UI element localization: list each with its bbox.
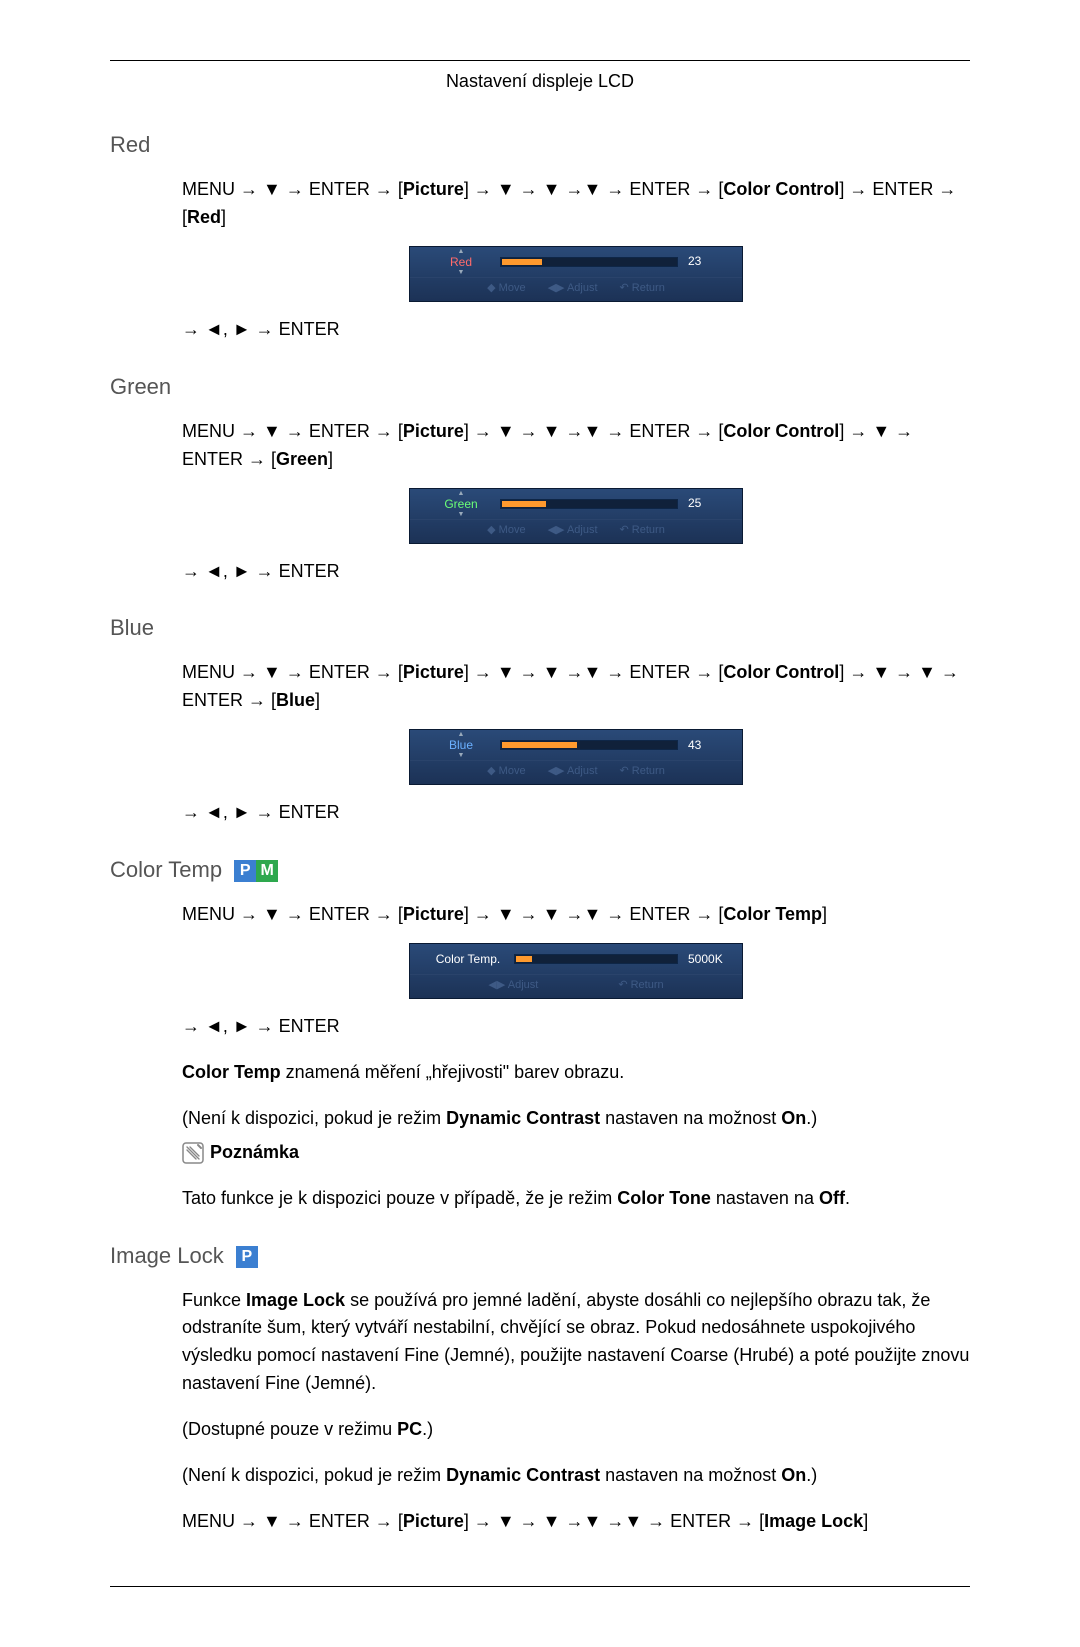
osd-fill: [502, 501, 546, 507]
osd-hints: ◆ Move ◀▶ Adjust ↶ Return: [410, 277, 742, 301]
section-title-green: Green: [110, 374, 970, 400]
rule-top: [110, 60, 970, 61]
osd-value: 23: [688, 252, 730, 271]
osd-panel: ▲ Green ▼ 25 ◆ Move ◀▶ Adjust ↶ Return: [409, 488, 743, 544]
hint-adjust: ◀▶ Adjust: [548, 522, 598, 539]
osd-value: 25: [688, 494, 730, 513]
section-body-red: MENU → ▼ → ENTER → [Picture] → ▼ → ▼ →▼ …: [182, 176, 970, 344]
nav-final: → ◄, ► → ENTER: [182, 799, 970, 827]
osd-hints: ◀▶ Adjust ↶ Return: [410, 974, 742, 998]
badge-p-icon: P: [236, 1246, 258, 1268]
tri-up-icon: ▲: [458, 490, 465, 497]
note-label: Poznámka: [210, 1139, 299, 1167]
nav-path: MENU → ▼ → ENTER → [Picture] → ▼ → ▼ →▼ …: [182, 418, 970, 474]
osd-label-col: Color Temp.: [422, 952, 514, 966]
note-dyncontrast: (Není k dispozici, pokud je režim Dynami…: [182, 1462, 970, 1490]
hint-return: ↶ Return: [620, 763, 665, 780]
hint-adjust: ◀▶ Adjust: [548, 280, 598, 297]
note-dyncontrast: (Není k dispozici, pokud je režim Dynami…: [182, 1105, 970, 1133]
tri-down-icon: ▼: [458, 511, 465, 518]
tri-down-icon: ▼: [458, 752, 465, 759]
note-pc: (Dostupné pouze v režimu PC.): [182, 1416, 970, 1444]
page: Nastavení displeje LCD Red MENU → ▼ → EN…: [0, 0, 1080, 1647]
osd-row: ▲ Red ▼ 23: [410, 247, 742, 277]
osd-value: 43: [688, 736, 730, 755]
osd-row: ▲ Blue ▼ 43: [410, 730, 742, 760]
osd-row: Color Temp. 5000K: [410, 944, 742, 974]
section-title-text: Color Temp: [110, 857, 222, 882]
hint-adjust: ◀▶ Adjust: [548, 763, 598, 780]
section-body-colortemp: MENU → ▼ → ENTER → [Picture] → ▼ → ▼ →▼ …: [182, 901, 970, 1212]
tri-up-icon: ▲: [458, 731, 465, 738]
osd-row: ▲ Green ▼ 25: [410, 489, 742, 519]
osd-hints: ◆ Move ◀▶ Adjust ↶ Return: [410, 519, 742, 543]
osd-blue: ▲ Blue ▼ 43 ◆ Move ◀▶ Adjust ↶ Return: [182, 729, 970, 785]
section-title-colortemp: Color Temp PM: [110, 857, 970, 883]
osd-green: ▲ Green ▼ 25 ◆ Move ◀▶ Adjust ↶ Return: [182, 488, 970, 544]
nav-final: → ◄, ► → ENTER: [182, 316, 970, 344]
osd-label-col: ▲ Red ▼: [422, 248, 500, 276]
osd-panel: Color Temp. 5000K ◀▶ Adjust ↶ Return: [409, 943, 743, 999]
hint-move: ◆ Move: [487, 280, 525, 297]
osd-label-col: ▲ Green ▼: [422, 490, 500, 518]
nav-path: MENU → ▼ → ENTER → [Picture] → ▼ → ▼ →▼ …: [182, 176, 970, 232]
osd-label: Color Temp.: [436, 952, 500, 966]
osd-label: Blue: [449, 738, 473, 752]
hint-return: ↶ Return: [620, 280, 665, 297]
section-title-red: Red: [110, 132, 970, 158]
hint-return: ↶ Return: [618, 977, 663, 994]
osd-panel: ▲ Red ▼ 23 ◆ Move ◀▶ Adjust ↶ Return: [409, 246, 743, 302]
section-title-text: Image Lock: [110, 1243, 224, 1268]
nav-path: MENU → ▼ → ENTER → [Picture] → ▼ → ▼ →▼ …: [182, 901, 970, 929]
osd-label-col: ▲ Blue ▼: [422, 731, 500, 759]
badges: PM: [234, 860, 278, 882]
note-icon: [182, 1142, 204, 1164]
osd-fill: [502, 259, 542, 265]
desc-colortemp: Color Temp znamená měření „hřejivosti" b…: [182, 1059, 970, 1087]
nav-final: → ◄, ► → ENTER: [182, 1013, 970, 1041]
note-colortone: Tato funkce je k dispozici pouze v přípa…: [182, 1185, 970, 1213]
nav-final: → ◄, ► → ENTER: [182, 558, 970, 586]
section-body-blue: MENU → ▼ → ENTER → [Picture] → ▼ → ▼ →▼ …: [182, 659, 970, 827]
osd-fill: [502, 742, 577, 748]
osd-slider[interactable]: [500, 257, 678, 267]
section-body-green: MENU → ▼ → ENTER → [Picture] → ▼ → ▼ →▼ …: [182, 418, 970, 586]
osd-label: Green: [444, 497, 477, 511]
badge-m-icon: M: [256, 860, 278, 882]
badges: P: [236, 1246, 258, 1268]
osd-hints: ◆ Move ◀▶ Adjust ↶ Return: [410, 760, 742, 784]
section-title-imagelock: Image Lock P: [110, 1243, 970, 1269]
note-block: Poznámka: [182, 1139, 970, 1167]
section-body-imagelock: Funkce Image Lock se používá pro jemné l…: [182, 1287, 970, 1536]
hint-move: ◆ Move: [487, 763, 525, 780]
section-title-blue: Blue: [110, 615, 970, 641]
osd-panel: ▲ Blue ▼ 43 ◆ Move ◀▶ Adjust ↶ Return: [409, 729, 743, 785]
hint-return: ↶ Return: [620, 522, 665, 539]
badge-p-icon: P: [234, 860, 256, 882]
hint-adjust: ◀▶ Adjust: [488, 977, 538, 994]
osd-label: Red: [450, 255, 472, 269]
osd-value: 5000K: [688, 950, 730, 969]
osd-slider[interactable]: [514, 954, 678, 964]
osd-fill: [516, 956, 532, 962]
page-title: Nastavení displeje LCD: [110, 71, 970, 92]
hint-move: ◆ Move: [487, 522, 525, 539]
nav-path: MENU → ▼ → ENTER → [Picture] → ▼ → ▼ →▼ …: [182, 659, 970, 715]
tri-up-icon: ▲: [458, 248, 465, 255]
osd-colortemp: Color Temp. 5000K ◀▶ Adjust ↶ Return: [182, 943, 970, 999]
nav-path: MENU → ▼ → ENTER → [Picture] → ▼ → ▼ →▼ …: [182, 1508, 970, 1536]
osd-red: ▲ Red ▼ 23 ◆ Move ◀▶ Adjust ↶ Return: [182, 246, 970, 302]
tri-down-icon: ▼: [458, 269, 465, 276]
osd-slider[interactable]: [500, 740, 678, 750]
rule-bottom: [110, 1586, 970, 1587]
osd-slider[interactable]: [500, 499, 678, 509]
desc-imagelock: Funkce Image Lock se používá pro jemné l…: [182, 1287, 970, 1399]
